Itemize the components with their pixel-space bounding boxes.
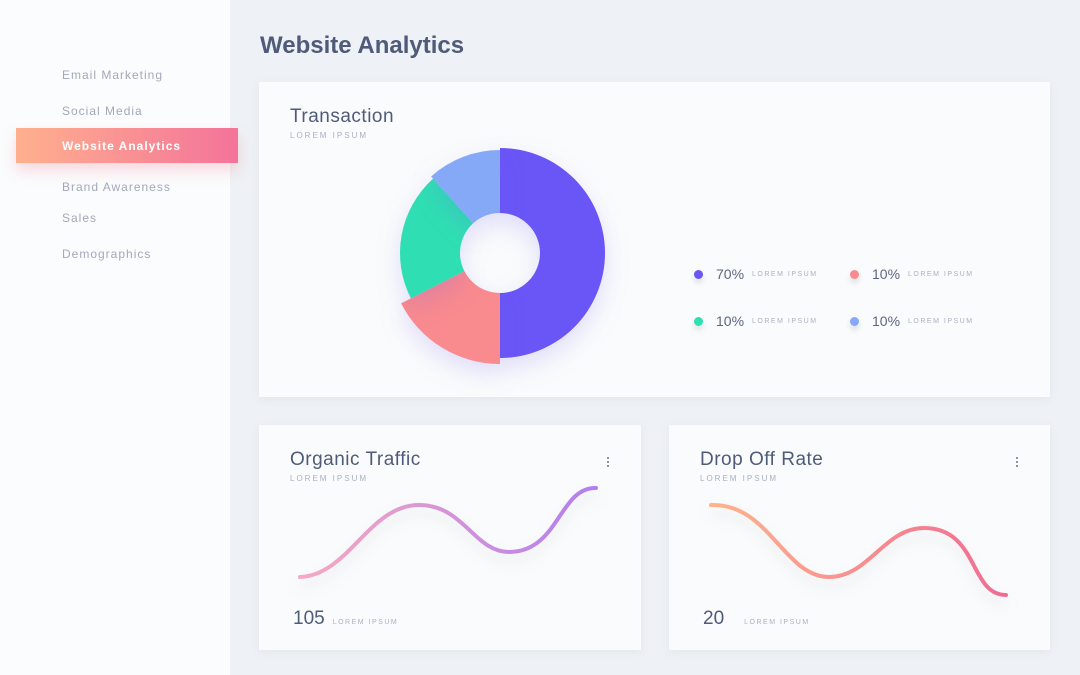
legend-label: LOREM IPSUM <box>908 270 974 278</box>
stat-value: 20 <box>703 608 725 629</box>
legend-item: 10% LOREM IPSUM <box>850 313 974 329</box>
legend-item: 70% LOREM IPSUM <box>694 266 818 282</box>
segment-teal <box>400 178 474 299</box>
legend-dot <box>850 316 859 326</box>
stat: 105 LOREM IPSUM <box>293 608 398 630</box>
donut-chart <box>400 148 605 364</box>
legend-item: 10% LOREM IPSUM <box>850 266 974 282</box>
sidebar-item-demographics[interactable]: Demographics <box>62 247 152 261</box>
card-subtitle: LOREM IPSUM <box>700 474 779 483</box>
trend-line <box>709 502 1008 597</box>
sidebar-item-sales[interactable]: Sales <box>62 211 98 225</box>
legend-value: 10% <box>872 266 901 282</box>
more-options-icon[interactable] <box>605 457 611 471</box>
card-title: Organic Traffic <box>290 449 421 470</box>
segment-purple <box>500 148 605 358</box>
card-subtitle: LOREM IPSUM <box>290 474 369 483</box>
card-title: Drop Off Rate <box>700 449 824 470</box>
trend-line <box>298 485 598 579</box>
drop-off-rate-card: Drop Off Rate LOREM IPSUM 20 LOREM IPSUM <box>669 425 1050 650</box>
stat-label: LOREM IPSUM <box>744 619 810 626</box>
card-subtitle: LOREM IPSUM <box>290 131 369 140</box>
sidebar-item-social-media[interactable]: Social Media <box>62 104 143 118</box>
sidebar-item-email-marketing[interactable]: Email Marketing <box>62 68 164 82</box>
transaction-card: Transaction LOREM IPSUM 70% LOREM IPSUM 1… <box>259 82 1050 397</box>
sidebar: Email Marketing Social Media Website Ana… <box>0 0 238 675</box>
sidebar-item-website-analytics[interactable]: Website Analytics <box>16 128 238 163</box>
legend-item: 10% LOREM IPSUM <box>694 313 818 329</box>
legend-dot <box>850 269 859 279</box>
drop-off-line <box>709 502 1008 597</box>
legend-label: LOREM IPSUM <box>908 317 974 325</box>
card-title: Transaction <box>290 106 395 127</box>
page-title: Website Analytics <box>260 32 465 59</box>
legend-value: 10% <box>716 313 745 329</box>
legend-label: LOREM IPSUM <box>752 317 818 325</box>
legend-label: LOREM IPSUM <box>752 270 818 278</box>
segment-blue <box>431 150 500 224</box>
more-options-icon[interactable] <box>1014 457 1020 471</box>
stat-label: LOREM IPSUM <box>332 619 399 626</box>
stat: 20 LOREM IPSUM <box>703 608 810 630</box>
legend-value: 70% <box>716 266 745 282</box>
segment-salmon <box>401 271 500 364</box>
sidebar-item-brand-awareness[interactable]: Brand Awareness <box>62 180 171 194</box>
legend-dot <box>694 316 703 326</box>
organic-traffic-line <box>298 485 598 579</box>
legend-value: 10% <box>872 313 901 329</box>
stat-value: 105 <box>293 608 325 629</box>
legend-dot <box>694 269 703 279</box>
organic-traffic-card: Organic Traffic LOREM IPSUM 105 LOREM IPS… <box>259 425 641 650</box>
